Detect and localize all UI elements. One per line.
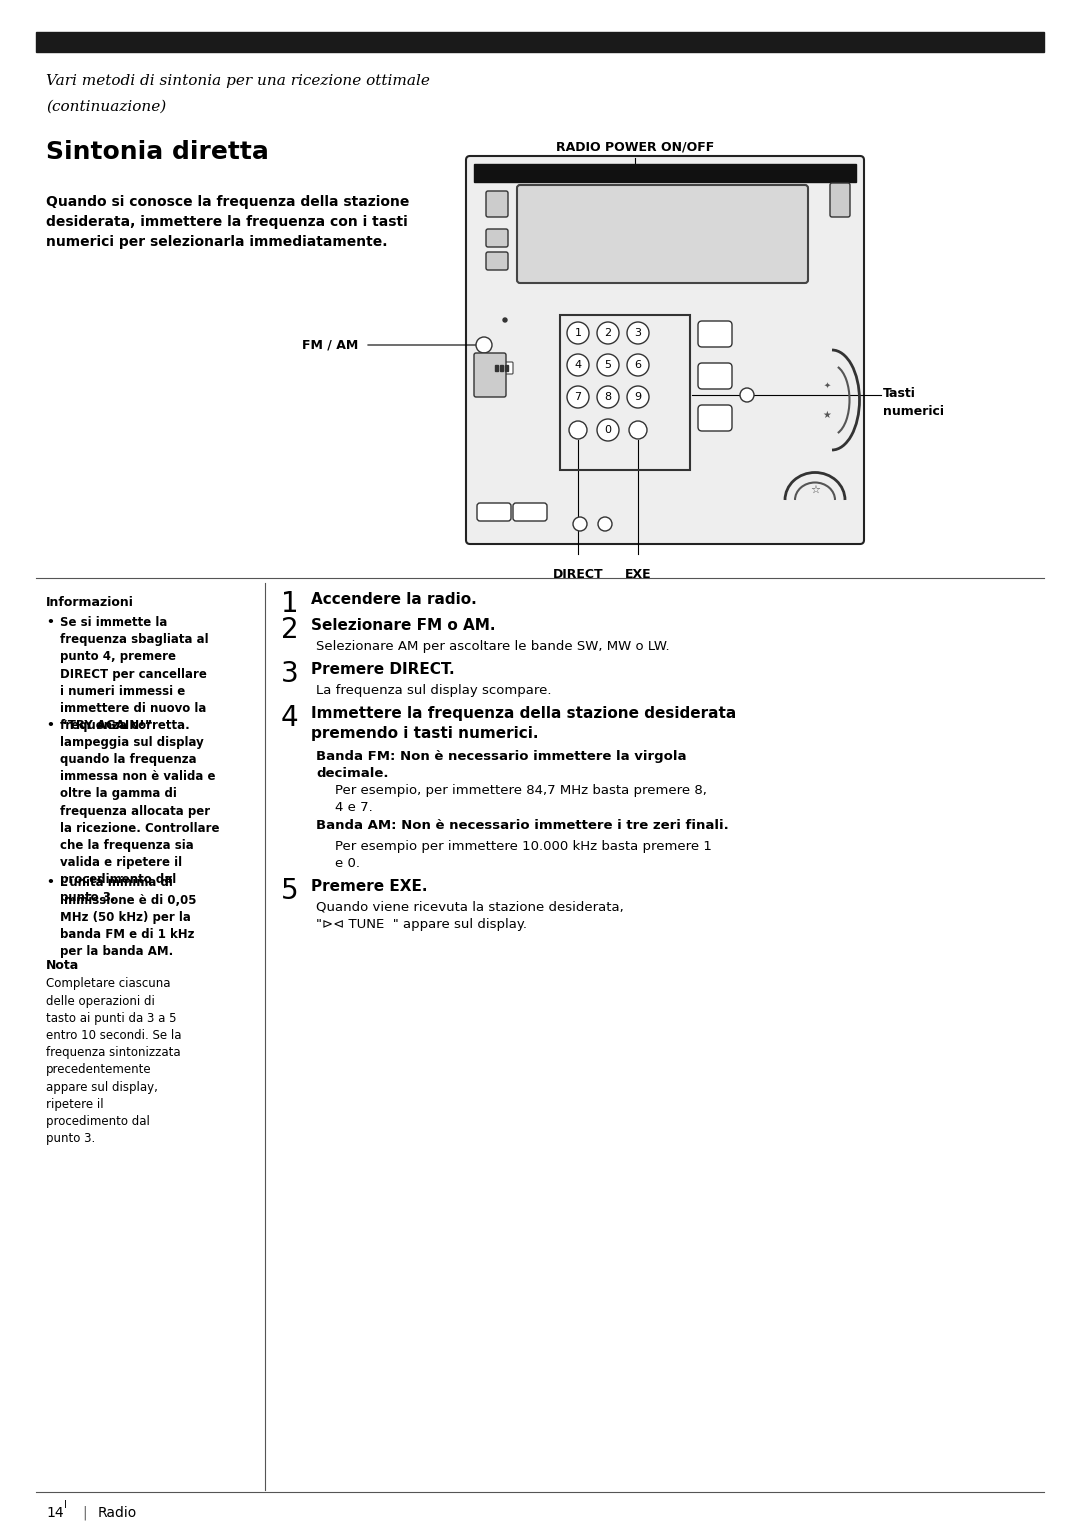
Text: DIRECT: DIRECT	[553, 569, 604, 581]
Text: EXE: EXE	[624, 569, 651, 581]
Text: •: •	[46, 616, 54, 629]
Text: “TRY AGAIN!”
lampeggia sul display
quando la frequenza
immessa non è valida e
ol: “TRY AGAIN!” lampeggia sul display quand…	[60, 719, 219, 903]
Circle shape	[597, 354, 619, 376]
Text: (continuazione): (continuazione)	[46, 100, 166, 113]
Text: ✦: ✦	[824, 380, 831, 389]
Text: 1: 1	[575, 328, 581, 337]
Text: Completare ciascuna
delle operazioni di
tasto ai punti da 3 a 5
entro 10 secondi: Completare ciascuna delle operazioni di …	[46, 978, 181, 1145]
FancyBboxPatch shape	[698, 405, 732, 431]
Text: L’unità minima di
immissione è di 0,05
MHz (50 kHz) per la
banda FM e di 1 kHz
p: L’unità minima di immissione è di 0,05 M…	[60, 877, 197, 958]
Text: Radio: Radio	[98, 1505, 137, 1521]
Circle shape	[627, 322, 649, 343]
Circle shape	[476, 337, 492, 353]
Text: Nota: Nota	[46, 960, 79, 972]
Text: 3: 3	[635, 328, 642, 337]
Text: Quando si conosce la frequenza della stazione
desiderata, immettere la frequenza: Quando si conosce la frequenza della sta…	[46, 195, 409, 248]
Bar	[500, 365, 503, 371]
Bar	[561, 314, 690, 471]
Text: Immettere la frequenza della stazione desiderata
premendo i tasti numerici.: Immettere la frequenza della stazione de…	[311, 707, 737, 740]
Text: |: |	[82, 1505, 86, 1521]
Text: 9: 9	[634, 392, 642, 402]
Circle shape	[567, 386, 589, 408]
FancyBboxPatch shape	[491, 362, 513, 374]
Text: Quando viene ricevuta la stazione desiderata,
"⊳⊲ TUNE  " appare sul display.: Quando viene ricevuta la stazione deside…	[316, 901, 624, 931]
Circle shape	[629, 422, 647, 438]
Circle shape	[627, 354, 649, 376]
Text: Selezionare AM per ascoltare le bande SW, MW o LW.: Selezionare AM per ascoltare le bande SW…	[316, 639, 670, 653]
Circle shape	[567, 354, 589, 376]
Text: •: •	[46, 877, 54, 889]
Text: Informazioni: Informazioni	[46, 596, 134, 609]
Text: Banda FM: Non è necessario immettere la virgola
decimale.: Banda FM: Non è necessario immettere la …	[316, 750, 687, 780]
Text: 5: 5	[605, 360, 611, 369]
Text: I: I	[64, 1499, 67, 1510]
Circle shape	[573, 517, 588, 530]
Text: La frequenza sul display scompare.: La frequenza sul display scompare.	[316, 684, 552, 698]
Circle shape	[597, 386, 619, 408]
Bar	[36, 32, 1044, 52]
FancyBboxPatch shape	[513, 503, 546, 521]
Text: 1: 1	[281, 590, 299, 618]
Text: Selezionare FM o AM.: Selezionare FM o AM.	[311, 618, 496, 633]
FancyBboxPatch shape	[486, 228, 508, 247]
FancyBboxPatch shape	[698, 320, 732, 346]
Text: 0: 0	[605, 425, 611, 435]
Text: 4: 4	[281, 704, 299, 731]
FancyBboxPatch shape	[517, 185, 808, 284]
Text: Accendere la radio.: Accendere la radio.	[311, 592, 476, 607]
Text: Se si immette la
frequenza sbagliata al
punto 4, premere
DIRECT per cancellare
i: Se si immette la frequenza sbagliata al …	[60, 616, 208, 733]
Text: 6: 6	[635, 360, 642, 369]
Text: Banda AM: Non è necessario immettere i tre zeri finali.: Banda AM: Non è necessario immettere i t…	[316, 819, 729, 832]
FancyBboxPatch shape	[486, 192, 508, 218]
Text: 4: 4	[575, 360, 581, 369]
FancyBboxPatch shape	[698, 363, 732, 389]
Text: Tasti: Tasti	[883, 386, 916, 400]
Circle shape	[597, 322, 619, 343]
Text: Premere EXE.: Premere EXE.	[311, 878, 428, 894]
Text: 14: 14	[46, 1505, 64, 1521]
Text: Per esempio, per immettere 84,7 MHz basta premere 8,
4 e 7.: Per esempio, per immettere 84,7 MHz bast…	[335, 783, 707, 814]
Circle shape	[598, 517, 612, 530]
Text: Premere DIRECT.: Premere DIRECT.	[311, 662, 455, 678]
Circle shape	[740, 388, 754, 402]
Circle shape	[627, 386, 649, 408]
Text: 2: 2	[605, 328, 611, 337]
Circle shape	[569, 422, 588, 438]
Text: Sintonia diretta: Sintonia diretta	[46, 140, 269, 164]
Text: 3: 3	[281, 661, 299, 688]
FancyBboxPatch shape	[831, 182, 850, 218]
Bar	[495, 365, 498, 371]
Text: FM / AM: FM / AM	[301, 339, 357, 351]
FancyBboxPatch shape	[486, 251, 508, 270]
Text: RADIO POWER ON/OFF: RADIO POWER ON/OFF	[556, 140, 714, 153]
Text: •: •	[46, 719, 54, 731]
Text: 5: 5	[281, 877, 299, 904]
Text: ☆: ☆	[810, 484, 820, 495]
FancyBboxPatch shape	[477, 503, 511, 521]
Text: 2: 2	[281, 616, 299, 644]
Text: ★: ★	[823, 409, 832, 420]
Circle shape	[567, 322, 589, 343]
FancyBboxPatch shape	[474, 353, 507, 397]
Text: numerici: numerici	[883, 405, 944, 419]
Text: Per esempio per immettere 10.000 kHz basta premere 1
e 0.: Per esempio per immettere 10.000 kHz bas…	[335, 840, 712, 871]
Circle shape	[597, 419, 619, 442]
Bar	[474, 164, 856, 182]
Text: 7: 7	[575, 392, 581, 402]
FancyBboxPatch shape	[465, 156, 864, 544]
Text: 8: 8	[605, 392, 611, 402]
Text: Vari metodi di sintonia per una ricezione ottimale: Vari metodi di sintonia per una ricezion…	[46, 74, 430, 87]
Circle shape	[503, 317, 507, 322]
Bar	[505, 365, 508, 371]
